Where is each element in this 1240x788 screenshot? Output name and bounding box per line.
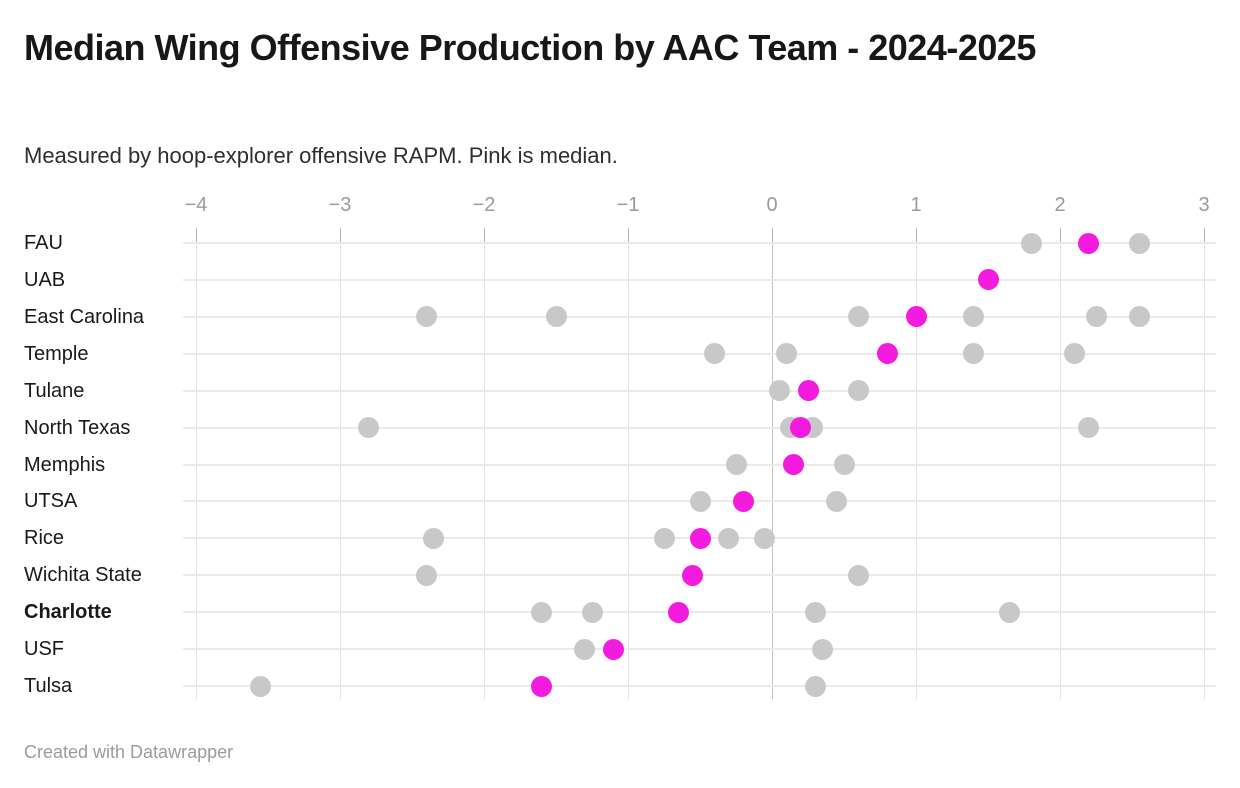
- team-label-east-carolina: East Carolina: [24, 305, 145, 328]
- data-point[interactable]: [1078, 417, 1100, 439]
- median-point[interactable]: [667, 601, 689, 623]
- team-label-north-texas: North Texas: [24, 416, 131, 439]
- data-point[interactable]: [545, 306, 567, 328]
- team-label-wichita-state: Wichita State: [24, 564, 142, 587]
- data-point[interactable]: [804, 601, 826, 623]
- data-point[interactable]: [768, 380, 790, 402]
- x-axis-tick: [484, 228, 485, 242]
- median-point[interactable]: [876, 343, 898, 365]
- credit-line: Created with Datawrapper: [24, 742, 234, 762]
- row-gridline: [183, 278, 1216, 281]
- x-axis-tick-label: 3: [1198, 194, 1210, 216]
- x-axis-tick-label: −1: [616, 194, 640, 216]
- median-point[interactable]: [531, 675, 553, 697]
- data-point[interactable]: [999, 601, 1021, 623]
- data-point[interactable]: [847, 564, 869, 586]
- x-axis-tick-label: 0: [766, 194, 778, 216]
- median-point[interactable]: [603, 638, 625, 660]
- x-axis-tick-label: −4: [184, 194, 208, 216]
- median-point[interactable]: [682, 564, 704, 586]
- team-label-charlotte: Charlotte: [24, 601, 112, 624]
- chart-subtitle: Measured by hoop-explorer offensive RAPM…: [24, 143, 618, 168]
- row-gridline: [183, 648, 1216, 651]
- row-gridline: [183, 611, 1216, 614]
- data-point[interactable]: [847, 306, 869, 328]
- data-point[interactable]: [804, 675, 826, 697]
- row-gridline: [183, 426, 1216, 429]
- data-point[interactable]: [531, 601, 553, 623]
- median-point[interactable]: [905, 306, 927, 328]
- data-point[interactable]: [833, 454, 855, 475]
- data-point[interactable]: [811, 638, 833, 660]
- data-point[interactable]: [653, 527, 675, 549]
- x-axis-tick-label: 2: [1054, 194, 1066, 216]
- data-point[interactable]: [250, 675, 272, 697]
- team-label-tulsa: Tulsa: [24, 675, 73, 697]
- median-point[interactable]: [783, 454, 805, 475]
- data-point[interactable]: [581, 601, 603, 623]
- row-gridline: [183, 242, 1216, 244]
- data-point[interactable]: [1128, 232, 1150, 254]
- data-point[interactable]: [775, 343, 797, 365]
- data-point[interactable]: [689, 490, 711, 512]
- data-point[interactable]: [574, 638, 596, 660]
- median-point[interactable]: [977, 269, 999, 291]
- row-gridline: [183, 463, 1216, 466]
- data-point[interactable]: [358, 417, 380, 439]
- data-point[interactable]: [1063, 343, 1085, 365]
- x-axis-tick-label: −3: [328, 194, 352, 216]
- median-point[interactable]: [790, 417, 812, 439]
- chart-title: Median Wing Offensive Production by AAC …: [24, 27, 1036, 68]
- team-label-rice: Rice: [24, 527, 65, 550]
- team-label-uab: UAB: [24, 268, 66, 291]
- x-axis-tick: [772, 228, 773, 242]
- data-point[interactable]: [415, 564, 437, 586]
- median-point[interactable]: [797, 380, 819, 402]
- data-point[interactable]: [826, 490, 848, 512]
- data-point[interactable]: [963, 306, 985, 328]
- team-label-fau: FAU: [24, 232, 63, 254]
- x-axis-tick: [1060, 228, 1061, 242]
- data-point[interactable]: [847, 380, 869, 402]
- data-point[interactable]: [423, 527, 445, 549]
- median-point[interactable]: [689, 527, 711, 549]
- x-axis-tick: [916, 228, 917, 242]
- team-label-usf: USF: [24, 638, 64, 661]
- data-point[interactable]: [415, 306, 437, 328]
- row-gridline: [183, 685, 1216, 687]
- x-axis-tick: [340, 228, 341, 242]
- data-point[interactable]: [718, 527, 740, 549]
- team-label-memphis: Memphis: [24, 453, 106, 476]
- median-point[interactable]: [1078, 232, 1100, 254]
- row-gridline: [183, 352, 1216, 355]
- team-label-utsa: UTSA: [24, 490, 78, 513]
- row-gridline: [183, 389, 1216, 392]
- data-point[interactable]: [725, 454, 747, 475]
- x-axis-tick: [196, 228, 197, 242]
- team-label-temple: Temple: [24, 342, 89, 365]
- data-point[interactable]: [703, 343, 725, 365]
- x-axis-tick-label: 1: [910, 194, 922, 216]
- data-point[interactable]: [1020, 232, 1042, 254]
- median-point[interactable]: [732, 490, 754, 512]
- data-point[interactable]: [1085, 306, 1107, 328]
- x-axis-tick: [628, 228, 629, 242]
- x-axis-tick-label: −2: [472, 194, 496, 216]
- row-gridline: [183, 315, 1216, 318]
- x-axis-tick: [1204, 228, 1205, 242]
- team-label-tulane: Tulane: [24, 379, 85, 402]
- data-point[interactable]: [963, 343, 985, 365]
- data-point[interactable]: [754, 527, 776, 549]
- data-point[interactable]: [1128, 306, 1150, 328]
